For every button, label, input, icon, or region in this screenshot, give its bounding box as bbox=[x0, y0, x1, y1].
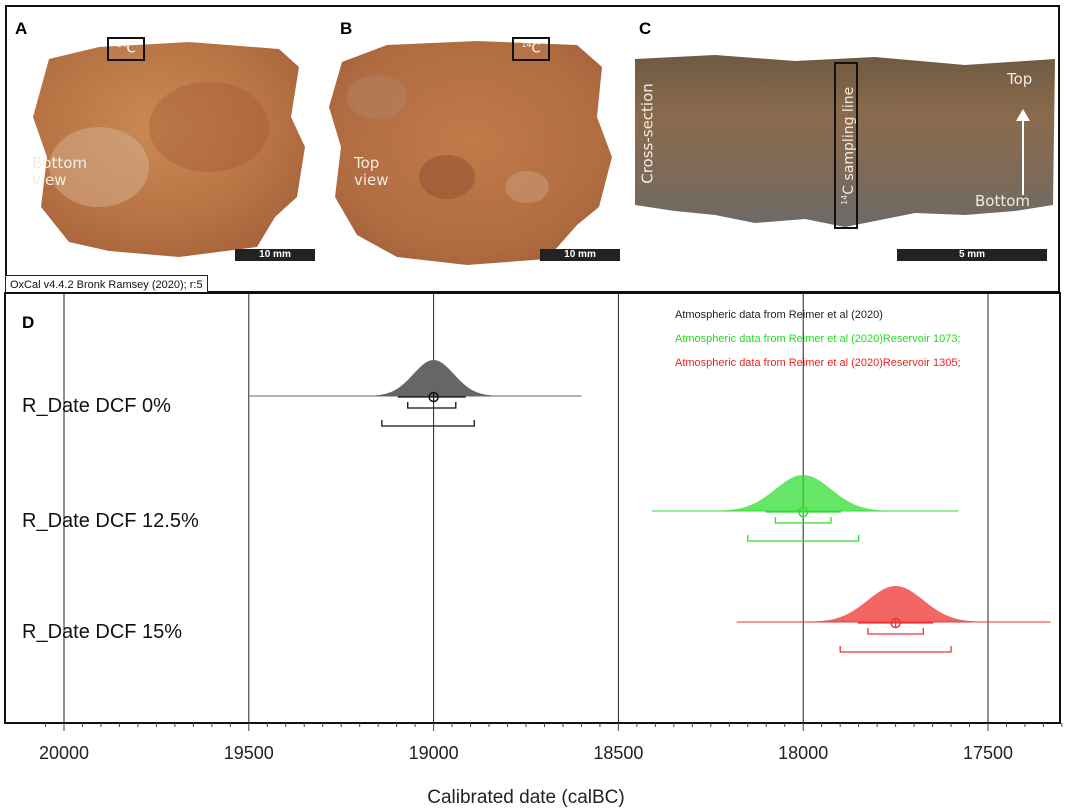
sampling-text: C sampling line bbox=[840, 86, 857, 195]
range-2sigma bbox=[839, 646, 952, 653]
up-arrow-icon bbox=[1016, 109, 1030, 195]
panel-b-letter: B bbox=[340, 19, 353, 38]
x-tick-label: 19000 bbox=[409, 743, 459, 763]
series-label: R_Date DCF 15% bbox=[22, 621, 182, 643]
sampling-line-box bbox=[834, 62, 858, 229]
range-1sigma bbox=[867, 628, 924, 635]
c14-letter: C bbox=[126, 41, 136, 57]
panel-c-scalebar: 5 mm bbox=[897, 249, 1047, 261]
c14-sup: 14 bbox=[116, 40, 127, 49]
panel-a-c14-box: 14C bbox=[107, 37, 145, 61]
panel-a-view-label: Bottom view bbox=[32, 154, 88, 189]
panel-a-scalebar: 10 mm bbox=[235, 249, 315, 261]
series-label: R_Date DCF 12.5% bbox=[22, 510, 199, 532]
x-tick-label: 20000 bbox=[39, 743, 89, 763]
photo-row: A 14C Bottom view 10 mm B bbox=[5, 5, 1060, 293]
panel-d-letter: D bbox=[22, 313, 35, 332]
panel-c-cross-section-label: Cross-section bbox=[638, 83, 657, 184]
oxcal-header: OxCal v4.4.2 Bronk Ramsey (2020); r:5 bbox=[5, 275, 208, 295]
range-2sigma bbox=[381, 420, 475, 427]
panel-c-photo bbox=[635, 55, 1055, 227]
range-1sigma bbox=[774, 517, 832, 524]
legend-entry: Atmospheric data from Reimer et al (2020… bbox=[675, 357, 961, 369]
chart-frame bbox=[4, 292, 1061, 724]
density-curve bbox=[352, 360, 515, 396]
panel-b-photo bbox=[329, 41, 612, 265]
legend-entry: Atmospheric data from Reimer et al (2020… bbox=[675, 309, 883, 321]
c14-letter: C bbox=[531, 41, 541, 57]
legend-entry: Atmospheric data from Reimer et al (2020… bbox=[675, 333, 961, 345]
x-tick-label: 19500 bbox=[224, 743, 274, 763]
panel-c-top-label: Top bbox=[1007, 70, 1033, 88]
density-curve bbox=[692, 475, 915, 511]
panel-c-sampling-label: 14C sampling line bbox=[836, 66, 858, 226]
range-2sigma bbox=[747, 535, 860, 542]
x-tick-label: 17500 bbox=[963, 743, 1013, 763]
panel-c-bottom-label: Bottom bbox=[975, 192, 1031, 210]
range-1sigma bbox=[407, 402, 457, 409]
x-tick-label: 18500 bbox=[593, 743, 643, 763]
panel-a-letter: A bbox=[15, 19, 28, 38]
panel-b-scalebar: 10 mm bbox=[540, 249, 620, 261]
series-label: R_Date DCF 0% bbox=[22, 395, 171, 417]
panel-b-view-label: Top view bbox=[354, 154, 389, 189]
sampling-sup: 14 bbox=[840, 194, 850, 205]
c14-sup: 14 bbox=[521, 40, 532, 49]
x-axis-label: Calibrated date (calBC) bbox=[427, 787, 624, 808]
panel-b-c14-box: 14C bbox=[512, 37, 550, 61]
density-curve bbox=[784, 586, 1007, 622]
calibration-chart: 20000 19500 19000 18500 18000 17500 Calibrated… bbox=[4, 292, 1063, 808]
panel-a-photo bbox=[33, 42, 305, 257]
x-tick-label: 18000 bbox=[778, 743, 828, 763]
panel-c-letter: C bbox=[639, 19, 652, 38]
